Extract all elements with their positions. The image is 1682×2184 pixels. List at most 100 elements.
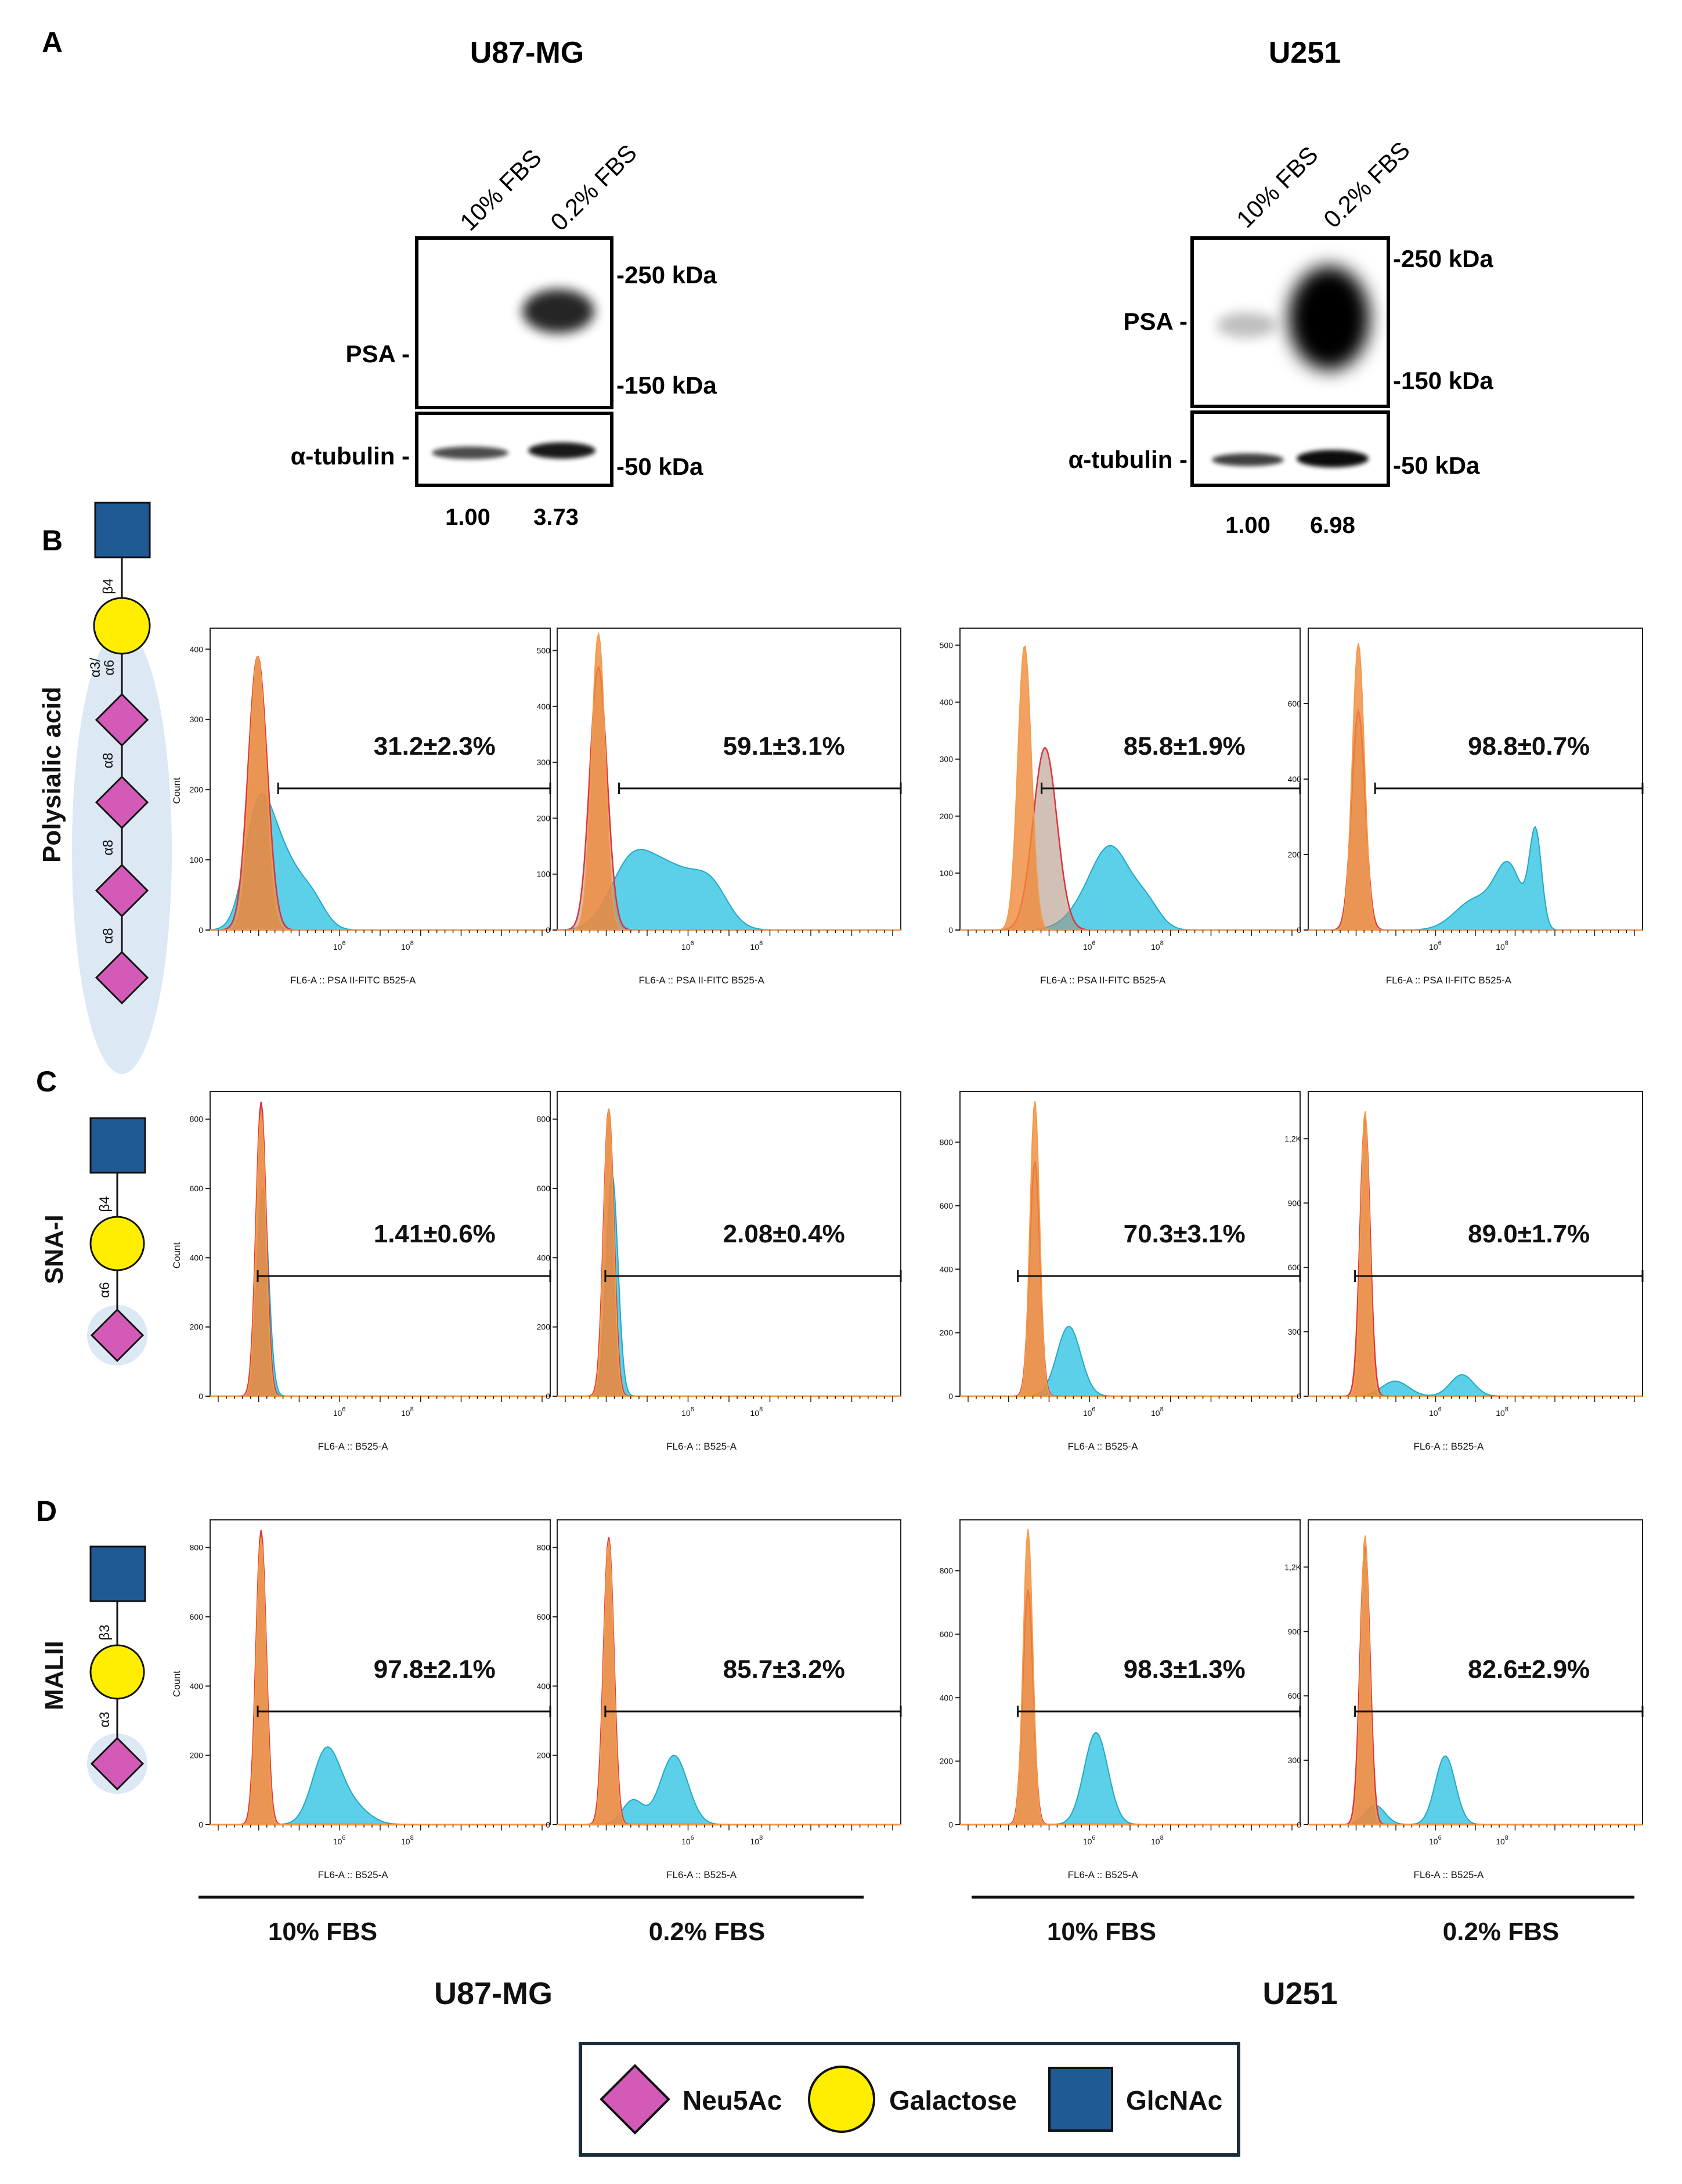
blot-u87-psa-band <box>522 289 594 333</box>
y-tick-label: 800 <box>537 1543 551 1552</box>
x-tick-label: 106 <box>333 1406 346 1418</box>
linkage-label: α8 <box>100 839 116 855</box>
percent-positive-label: 70.3±3.1% <box>1124 1220 1246 1248</box>
neu5ac-icon <box>95 950 149 1005</box>
y-tick-label: 400 <box>190 644 204 654</box>
blot-u87-marker-150: -150 kDa <box>616 372 717 399</box>
y-tick-label: 200 <box>190 1322 204 1332</box>
bottom-cell-u251: U251 <box>1262 1976 1337 2011</box>
percent-positive-label: 1.41±0.6% <box>374 1220 496 1248</box>
percent-positive-label: 59.1±3.1% <box>723 732 845 761</box>
x-tick-label: 106 <box>681 1835 694 1846</box>
y-tick-label: 0 <box>546 925 550 935</box>
y-tick-label: 400 <box>190 1681 204 1691</box>
y-tick-label: 300 <box>1288 1327 1302 1336</box>
galactose-icon <box>89 1644 145 1700</box>
linkage-label: α6 <box>97 1282 113 1298</box>
x-axis-title: FL6-A :: PSA II-FITC B525-A <box>1386 975 1512 986</box>
blot-u251: U251 10% FBS 0.2% FBS PSA - α-tubulin - … <box>1069 36 1494 538</box>
y-tick-label: 200 <box>537 1322 551 1332</box>
bottom-labels: 10% FBS 0.2% FBS 10% FBS 0.2% FBS U87-MG… <box>198 1895 1634 2011</box>
y-tick-label: 600 <box>1288 1263 1302 1272</box>
control-histogram <box>210 1112 550 1397</box>
blot-u251-tubulin-box <box>1190 410 1390 487</box>
x-tick-label: 106 <box>1083 940 1096 952</box>
y-tick-label: 600 <box>940 1201 954 1210</box>
y-tick-label: 300 <box>1288 1756 1302 1765</box>
blot-u87-psa-label: PSA - <box>346 340 410 367</box>
blot-u251-psa-band-1 <box>1217 312 1277 338</box>
control-histogram <box>557 1540 901 1825</box>
linkage-label: α8 <box>100 752 116 768</box>
control-histogram <box>960 1529 1300 1825</box>
blot-u251-psa-band-2 <box>1288 266 1370 370</box>
blot-u87-marker-250: -250 kDa <box>616 261 717 289</box>
y-tick-label: 600 <box>190 1184 204 1193</box>
control-histogram <box>960 1101 1300 1397</box>
y-tick-label: 0 <box>948 925 953 935</box>
x-tick-label: 106 <box>333 940 346 952</box>
x-axis-title: FL6-A :: B525-A <box>318 1441 389 1452</box>
blot-u251-tubulin-band-1 <box>1212 453 1284 466</box>
y-tick-label: 500 <box>537 646 551 655</box>
x-tick-label: 108 <box>750 1835 763 1846</box>
y-tick-label: 100 <box>940 868 954 878</box>
control-histogram <box>557 632 901 931</box>
y-tick-label: 100 <box>190 855 204 864</box>
blot-u87-marker-50: -50 kDa <box>616 453 703 480</box>
y-axis-title: Count <box>171 777 182 804</box>
y-axis-title: Count <box>171 1242 182 1269</box>
x-tick-label: 108 <box>1151 940 1164 952</box>
y-tick-label: 200 <box>190 785 204 794</box>
legend-label-neu5ac: Neu5Ac <box>683 2085 782 2115</box>
bottom-cell-u87: U87-MG <box>434 1976 553 2011</box>
x-axis-title: FL6-A :: PSA II-FITC B525-A <box>1040 975 1166 986</box>
y-tick-label: 200 <box>1288 850 1302 859</box>
y-tick-label: 0 <box>198 925 203 935</box>
legend-label-glcnac: GlcNAc <box>1126 2085 1222 2115</box>
percent-positive-label: 98.8±0.7% <box>1468 732 1590 761</box>
panel-d-letter: D <box>36 1495 57 1527</box>
y-tick-label: 800 <box>190 1543 204 1552</box>
neu5ac-icon <box>95 693 149 747</box>
x-axis-title: FL6-A :: B525-A <box>1068 1441 1139 1452</box>
y-tick-label: 0 <box>1297 1392 1301 1401</box>
y-tick-label: 600 <box>537 1612 551 1621</box>
y-tick-label: 100 <box>537 870 551 879</box>
x-axis-title: FL6-A :: B525-A <box>1413 1441 1484 1452</box>
blot-u251-tubulin-label: α-tubulin - <box>1069 446 1187 473</box>
y-tick-label: 0 <box>948 1392 953 1401</box>
x-axis-title: FL6-A :: PSA II-FITC B525-A <box>290 975 416 986</box>
y-tick-label: 400 <box>537 1681 551 1691</box>
y-tick-label: 600 <box>537 1184 551 1193</box>
x-tick-label: 108 <box>401 1406 414 1418</box>
y-tick-label: 800 <box>940 1138 954 1147</box>
percent-positive-label: 97.8±2.1% <box>374 1655 496 1684</box>
x-tick-label: 106 <box>1429 1406 1442 1418</box>
y-tick-label: 500 <box>940 640 954 650</box>
y-tick-label: 800 <box>940 1566 954 1576</box>
blot-u251-ratio-2: 6.98 <box>1310 513 1355 538</box>
blot-u251-lane-2: 0.2% FBS <box>1318 136 1415 233</box>
x-axis-title: FL6-A :: B525-A <box>1413 1869 1484 1880</box>
blot-u87-tubulin-band-1 <box>432 446 508 459</box>
blot-u87-lane-2: 0.2% FBS <box>545 139 642 236</box>
x-tick-label: 108 <box>750 1406 763 1418</box>
plot-frame <box>959 1091 1301 1397</box>
x-tick-label: 108 <box>1496 940 1508 952</box>
neu5ac-icon <box>90 1736 145 1791</box>
glcnac-icon <box>94 502 151 558</box>
x-tick-label: 106 <box>681 1406 694 1418</box>
neu5ac-icon <box>90 1308 145 1363</box>
linkage-label: α3/ <box>88 658 103 677</box>
galactose-icon <box>89 1216 145 1271</box>
blot-u87-tubulin-band-2 <box>528 442 595 459</box>
linkage-label: α6 <box>102 659 117 675</box>
y-tick-label: 600 <box>940 1630 954 1639</box>
y-tick-label: 400 <box>940 1693 954 1702</box>
percent-positive-label: 98.3±1.3% <box>1124 1655 1246 1684</box>
glcnac-icon <box>89 1545 146 1602</box>
y-tick-label: 200 <box>940 1328 954 1338</box>
